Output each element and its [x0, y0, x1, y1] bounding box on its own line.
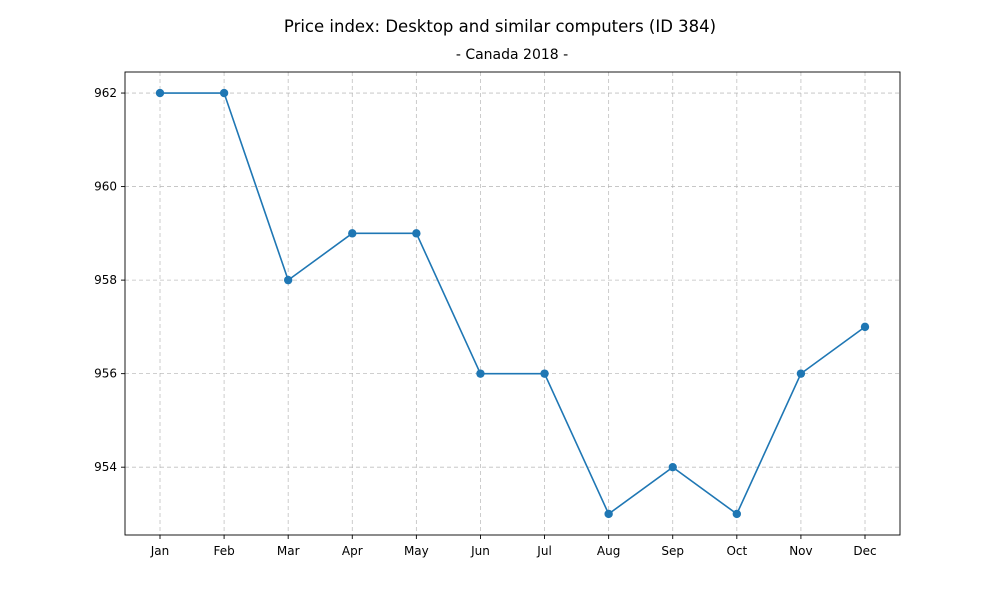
x-tick-label: Apr	[342, 544, 363, 558]
y-tick-label: 960	[94, 180, 117, 194]
data-point-jul	[540, 369, 549, 378]
data-point-oct	[732, 509, 742, 519]
series-layer	[155, 88, 870, 519]
data-point-mar	[283, 275, 293, 285]
y-tick-label: 958	[94, 273, 117, 287]
x-tick-label: Jul	[536, 544, 551, 558]
data-point-aug	[604, 509, 613, 519]
data-point-jun	[476, 369, 485, 378]
x-tick-label: Oct	[726, 544, 747, 558]
x-tick-label: May	[404, 544, 429, 558]
data-point-feb	[219, 88, 229, 98]
chart-title: Price index: Desktop and similar compute…	[284, 17, 716, 36]
data-point-nov	[796, 369, 806, 378]
data-point-apr	[348, 229, 357, 238]
data-point-sep	[668, 462, 677, 472]
data-point-jan	[155, 88, 165, 98]
x-tick-label: Aug	[597, 544, 620, 558]
y-tick-label: 956	[94, 367, 117, 381]
y-axis: 954 956 958 960 962	[94, 86, 125, 474]
plot-area	[124, 71, 901, 536]
x-tick-label: Sep	[661, 544, 684, 558]
x-axis: Jan Feb Mar Apr May Jun Jul Aug Sep Oct Nov Dec	[150, 535, 877, 558]
y-tick-label: 954	[94, 460, 117, 474]
x-tick-label: Jun	[470, 544, 490, 558]
data-point-dec	[860, 322, 870, 332]
chart-subtitle: - Canada 2018 -	[456, 47, 568, 63]
data-point-may	[412, 229, 421, 238]
series-line	[160, 92, 866, 516]
x-tick-label: Feb	[213, 544, 234, 558]
x-tick-label: Jan	[150, 544, 170, 558]
grid-lines	[125, 72, 900, 535]
y-tick-label: 962	[94, 86, 117, 100]
x-tick-label: Mar	[277, 544, 300, 558]
x-tick-label: Nov	[789, 544, 812, 558]
x-tick-label: Dec	[853, 544, 876, 558]
